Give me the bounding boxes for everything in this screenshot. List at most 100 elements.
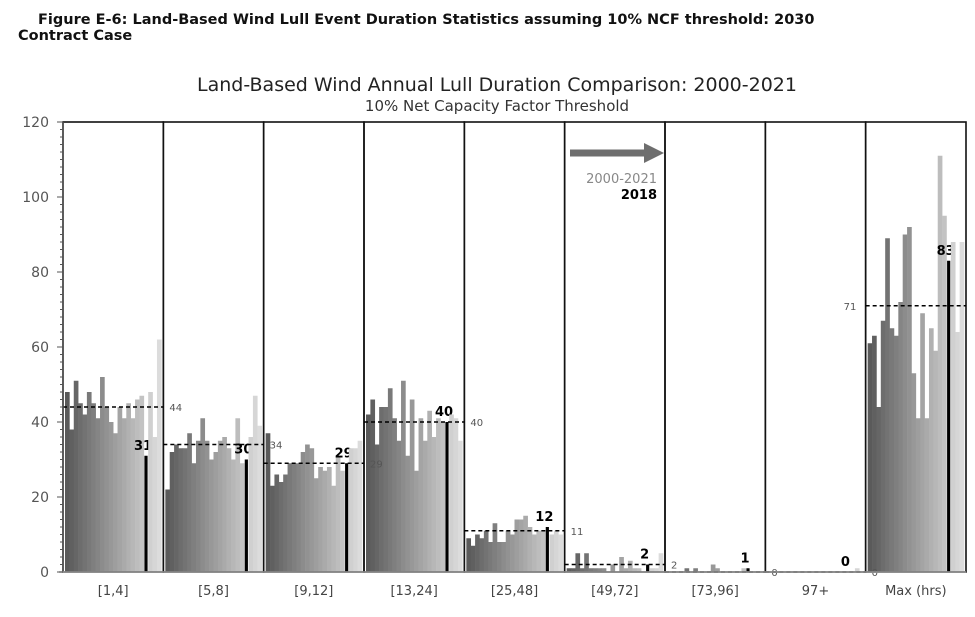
bar-2010 [209,459,214,572]
bar-2015 [933,350,939,572]
bar-2003 [880,320,886,572]
bar-2016 [335,455,341,572]
bar-2008 [401,380,406,572]
bar-2012 [518,519,524,572]
bar-2016 [235,418,241,572]
bar-2003 [278,482,284,572]
bar-2006 [693,568,698,572]
bar-2011 [213,452,219,572]
bar-2021 [959,242,965,572]
bar-2000 [867,343,873,572]
highlight-value-label: 12 [535,510,553,525]
bar-highlight-2018 [345,463,349,572]
bar-2000 [165,489,171,572]
bar-2009 [104,407,110,572]
bar-2005 [889,328,895,572]
bar-2002 [374,444,380,572]
bar-2021 [558,534,563,572]
bar-2015 [532,534,537,572]
bar-highlight-2018 [545,527,549,572]
bar-2007 [195,440,201,572]
bar-2010 [510,534,515,572]
figure-caption-continued: Contract Case [18,28,133,44]
bar-2008 [501,542,507,572]
bar-2016 [937,155,943,572]
bar-2012 [217,440,223,572]
x-tick-label: [5,8] [198,584,229,599]
annotation-highlight-label: 2018 [621,188,657,203]
x-tick-label: [1,4] [98,584,129,599]
bar-2010 [409,399,415,572]
bar-2012 [318,467,323,572]
bar-2008 [300,452,306,572]
bar-2014 [427,410,432,572]
bar-2007 [898,302,903,572]
bar-2017 [741,568,747,572]
bar-2015 [231,459,236,572]
bar-2007 [296,463,301,572]
group-frame [764,121,867,573]
bar-2013 [924,418,930,572]
bars-layer: 31 30 29 40 12 2 1 0 83 [65,155,965,572]
bar-2020 [553,530,559,572]
x-tick-label: [25,48] [491,584,538,599]
bar-2015 [431,437,437,572]
mean-value-label: 44 [169,403,182,414]
bar-2017 [440,422,446,572]
x-tick-label: 97+ [802,584,829,599]
bar-2019 [449,414,454,572]
bar-2019 [649,568,655,572]
mean-value-label: 11 [571,527,584,538]
bar-2013 [222,437,227,572]
bar-2012 [920,313,925,572]
bar-2001 [571,568,576,572]
bar-2009 [405,455,411,572]
bar-2005 [86,392,92,572]
bar-2003 [579,568,585,572]
mean-value-label: 0 [771,568,777,579]
highlight-value-label: 31 [134,439,152,454]
bar-2005 [387,388,393,572]
x-axis-labels: [1,4] [5,8] [9,12] [13,24] [25,48] [49,72] [73… [98,584,947,599]
bar-2006 [291,463,297,572]
bar-2011 [313,478,319,572]
bar-2021 [658,553,664,572]
bar-2001 [370,399,376,572]
bar-2017 [139,395,145,572]
bar-2016 [536,530,542,572]
bar-2019 [248,437,254,572]
bar-2001 [470,545,476,572]
bar-highlight-2018 [445,422,449,572]
bar-2006 [592,568,598,572]
bar-2020 [152,437,158,572]
highlight-value-label: 0 [841,555,850,570]
bar-2017 [340,470,345,572]
bar-2016 [636,568,642,572]
bar-2002 [475,534,480,572]
bar-2015 [632,568,638,572]
bar-2010 [710,564,716,572]
bar-2000 [566,568,572,572]
bar-2006 [893,335,899,572]
bar-2011 [715,568,720,572]
bar-2007 [496,542,502,572]
bar-2008 [902,234,908,572]
bar-2006 [492,523,498,572]
bar-2003 [379,407,384,572]
mean-value-label: 29 [370,459,383,470]
bar-2001 [169,452,175,572]
x-tick-label: [9,12] [294,584,333,599]
bar-2016 [436,418,441,572]
highlight-value-label: 30 [234,443,252,458]
bar-2020 [955,332,960,572]
bar-2020 [654,568,659,572]
bar-2014 [326,467,332,572]
bar-2021 [457,440,463,572]
y-tick-label: 40 [31,415,49,431]
bar-2012 [117,407,123,572]
chart-subtitle: 10% Net Capacity Factor Threshold [365,97,629,115]
bar-2000 [466,538,472,572]
bar-2011 [915,418,921,572]
y-tick-label: 20 [31,490,49,506]
